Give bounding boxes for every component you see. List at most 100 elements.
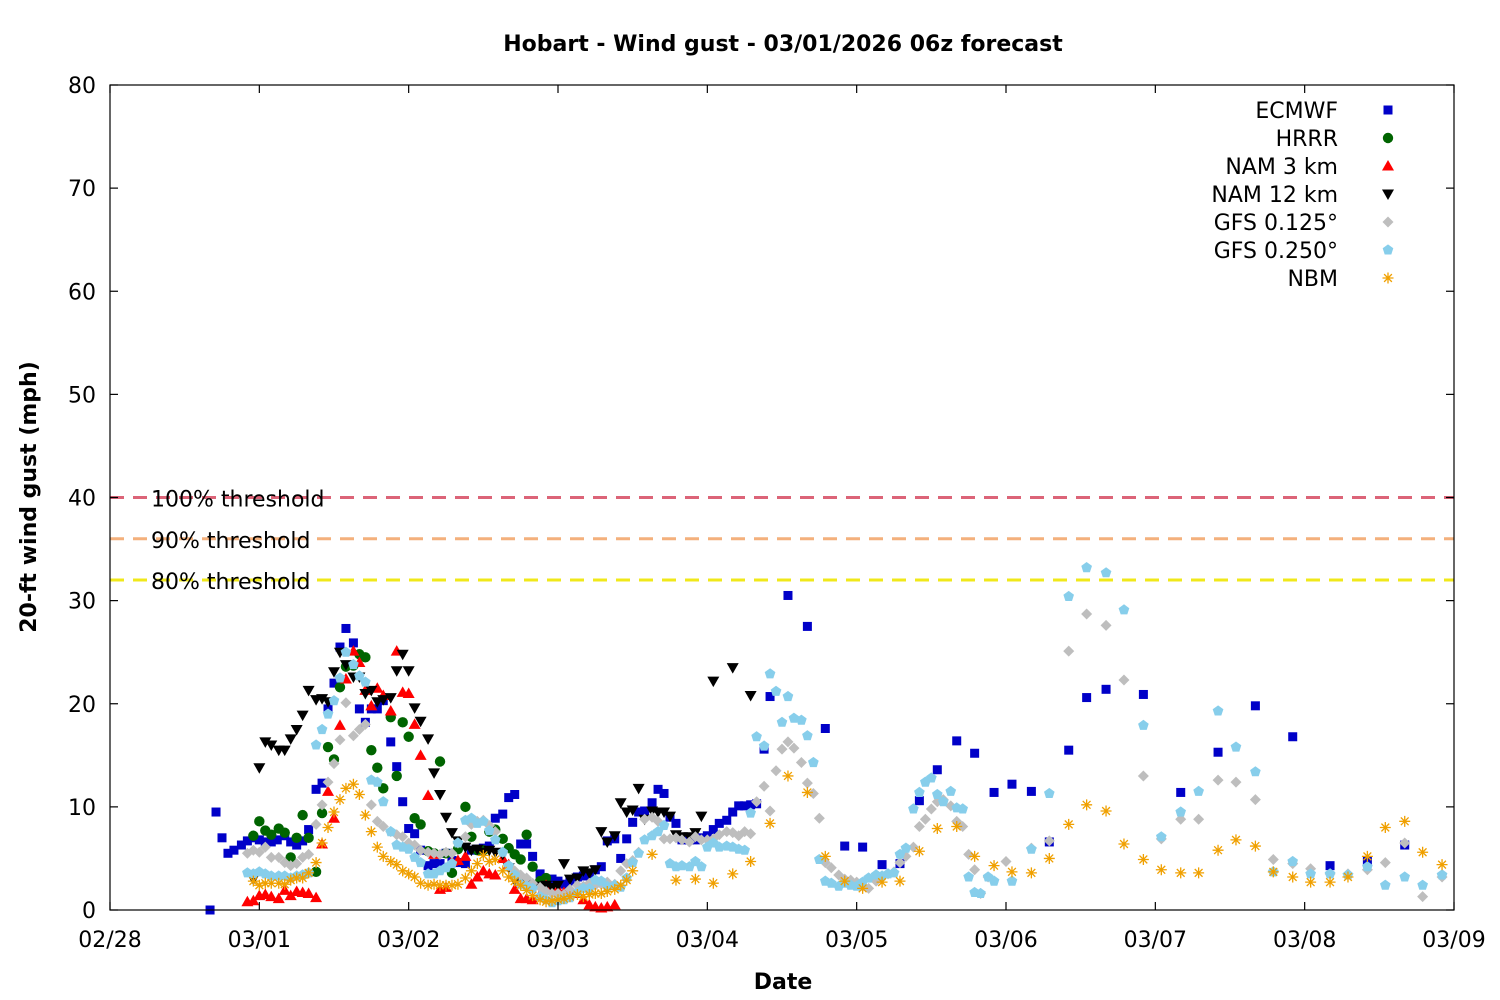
- data-point-gfs-0-250: [354, 670, 365, 681]
- data-point-nam-12-km: [595, 827, 608, 838]
- x-tick-label: 03/07: [1124, 928, 1187, 953]
- threshold-label-100-threshold: 100% threshold: [151, 488, 325, 513]
- data-point-nbm: [727, 868, 739, 880]
- data-point-nbm: [627, 865, 639, 877]
- x-tick-label: 03/02: [377, 928, 440, 953]
- data-point-nbm: [310, 857, 322, 869]
- data-point-ecmwf: [535, 869, 545, 879]
- data-point-nam-12-km: [402, 666, 415, 677]
- data-point-nam-12-km: [658, 807, 671, 819]
- data-point-gfs-0-125: [359, 718, 371, 730]
- data-point-nbm: [1361, 850, 1373, 862]
- data-point-gfs-0-125: [459, 831, 471, 843]
- data-point-hrrr: [248, 830, 259, 841]
- data-point-ecmwf: [858, 842, 868, 852]
- data-point-nbm: [707, 877, 719, 889]
- data-point-nbm: [1043, 852, 1055, 864]
- data-point-nbm: [609, 883, 621, 895]
- data-point-gfs-0-250: [1193, 785, 1204, 796]
- data-point-ecmwf: [298, 836, 308, 846]
- data-point-gfs-0-250: [1362, 861, 1373, 872]
- data-point-gfs-0-250: [378, 796, 389, 807]
- data-point-nam-3-km: [365, 699, 378, 711]
- data-point-ecmwf: [970, 748, 980, 758]
- data-point-gfs-0-125: [316, 799, 328, 811]
- data-point-gfs-0-250: [788, 712, 800, 723]
- data-point-nam-12-km: [626, 805, 639, 816]
- data-point-nbm: [391, 859, 403, 871]
- data-point-ecmwf: [746, 800, 756, 810]
- data-point-nam-12-km: [445, 828, 458, 839]
- legend-marker-hrrr: [1382, 132, 1394, 144]
- data-point-nam-12-km: [428, 768, 441, 779]
- data-point-gfs-0-125: [894, 857, 906, 869]
- data-point-gfs-0-250: [1250, 766, 1261, 777]
- x-tick-label: 03/05: [825, 928, 888, 953]
- data-point-nbm: [1267, 866, 1279, 878]
- data-point-ecmwf: [335, 642, 345, 652]
- series-hrrr: [248, 649, 552, 887]
- data-point-gfs-0-250: [808, 756, 819, 768]
- data-point-nbm: [509, 875, 521, 887]
- data-point-ecmwf: [304, 825, 314, 835]
- data-point-hrrr: [291, 832, 302, 844]
- data-point-gfs-0-250: [764, 668, 776, 679]
- data-point-nam-12-km: [302, 685, 315, 697]
- data-point-gfs-0-250: [945, 785, 957, 796]
- data-point-ecmwf: [734, 801, 744, 811]
- data-point-ecmwf: [714, 818, 724, 828]
- data-point-ecmwf: [1082, 693, 1092, 703]
- data-point-ecmwf: [802, 621, 812, 631]
- data-point-nbm: [253, 879, 265, 891]
- data-point-nam-12-km: [290, 725, 303, 736]
- data-point-nam-12-km: [422, 734, 435, 745]
- data-point-ecmwf: [242, 836, 252, 846]
- data-point-gfs-0-250: [639, 834, 650, 845]
- data-point-nam-3-km: [608, 898, 621, 910]
- data-point-nbm: [969, 850, 981, 862]
- data-point-gfs-0-125: [334, 734, 346, 746]
- x-tick-label: 03/04: [676, 928, 739, 953]
- data-point-ecmwf: [392, 762, 402, 772]
- data-point-gfs-0-250: [1118, 604, 1130, 615]
- data-point-hrrr: [497, 833, 508, 845]
- data-point-gfs-0-250: [776, 716, 788, 727]
- data-point-nam-12-km: [259, 737, 272, 748]
- data-point-ecmwf: [292, 840, 302, 850]
- data-point-gfs-0-250: [372, 776, 383, 787]
- legend-marker-nbm: [1382, 272, 1394, 284]
- data-point-nam-3-km: [471, 871, 484, 882]
- data-point-gfs-0-125: [340, 697, 352, 709]
- data-point-gfs-0-250: [926, 772, 937, 783]
- data-point-nbm: [422, 879, 434, 891]
- data-point-gfs-0-250: [938, 796, 949, 807]
- data-point-gfs-0-250: [1287, 855, 1298, 867]
- data-point-nbm: [489, 853, 501, 865]
- data-point-nbm: [876, 876, 888, 888]
- axes: 0 10 20 30 40 50 60 70 80 02/28 03/01 03/02 03/03 03/…: [68, 74, 1486, 953]
- data-point-nbm: [515, 879, 527, 891]
- data-point-nam-12-km: [726, 663, 739, 674]
- data-point-gfs-0-250: [1063, 590, 1074, 601]
- data-point-nbm: [483, 856, 495, 868]
- data-point-ecmwf: [622, 834, 632, 844]
- data-point-nbm: [452, 878, 464, 890]
- data-point-nbm: [1025, 867, 1037, 879]
- data-point-hrrr: [527, 861, 538, 872]
- data-point-nbm: [503, 871, 515, 883]
- data-point-nbm: [1399, 815, 1411, 827]
- data-point-hrrr: [266, 829, 277, 840]
- data-point-nbm: [564, 891, 576, 903]
- data-point-gfs-0-250: [1026, 843, 1037, 854]
- data-point-nbm: [1249, 840, 1261, 852]
- y-tick-label: 40: [68, 487, 96, 512]
- legend-marker-nam-3-km: [1382, 160, 1394, 171]
- data-point-ecmwf: [952, 736, 962, 746]
- data-point-ecmwf: [547, 874, 557, 884]
- data-point-gfs-0-125: [1081, 608, 1093, 620]
- data-point-nbm: [1436, 859, 1448, 871]
- data-point-gfs-0-250: [360, 676, 371, 687]
- data-point-gfs-0-250: [1081, 562, 1092, 573]
- data-point-gfs-0-125: [259, 841, 271, 853]
- data-point-nbm: [303, 867, 315, 879]
